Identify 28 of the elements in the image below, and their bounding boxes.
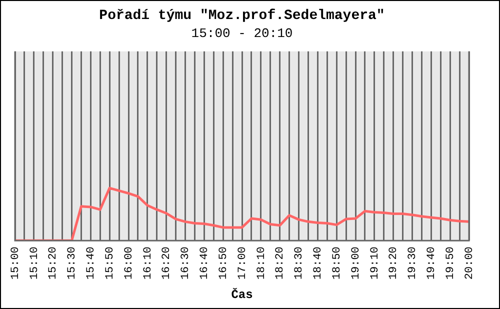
x-tick-label: 19:40 — [426, 246, 438, 280]
x-tick-label: 18:10 — [256, 246, 268, 280]
x-tick-label: 15:10 — [28, 246, 41, 280]
x-tick-label: 15:40 — [86, 246, 98, 280]
x-tick-label: 19:00 — [350, 246, 362, 280]
x-tick-label: 15:20 — [48, 246, 60, 280]
x-tick-label: 18:30 — [294, 246, 306, 280]
x-tick-label: 19:30 — [407, 246, 420, 280]
x-tick-label: 19:10 — [369, 246, 382, 280]
x-tick-label: 15:30 — [66, 246, 79, 280]
chart-title: Pořadí týmu "Moz.prof.Sedelmayera" — [99, 8, 385, 24]
x-tick-label: 16:20 — [161, 246, 174, 280]
chart-subtitle: 15:00 - 20:10 — [191, 26, 293, 42]
x-tick-label: 18:20 — [274, 246, 287, 280]
x-tick-label: 19:20 — [388, 246, 400, 280]
x-axis-title: Čas — [231, 288, 253, 302]
x-tick-label: 18:50 — [331, 246, 344, 280]
x-tick-label: 16:30 — [180, 246, 192, 280]
x-tick-label: 17:00 — [236, 246, 249, 280]
x-tick-label: 20:00 — [464, 246, 476, 280]
x-tick-label: 16:40 — [199, 246, 212, 280]
x-tick-label: 15:50 — [104, 246, 116, 280]
x-tick-label: 16:00 — [123, 246, 136, 280]
x-tick-label: 19:50 — [444, 246, 457, 280]
x-tick-label: 15:00 — [10, 246, 22, 280]
x-tick-label: 16:50 — [218, 246, 230, 280]
x-tick-label: 16:10 — [142, 246, 154, 280]
x-tick-label: 18:40 — [312, 246, 325, 280]
